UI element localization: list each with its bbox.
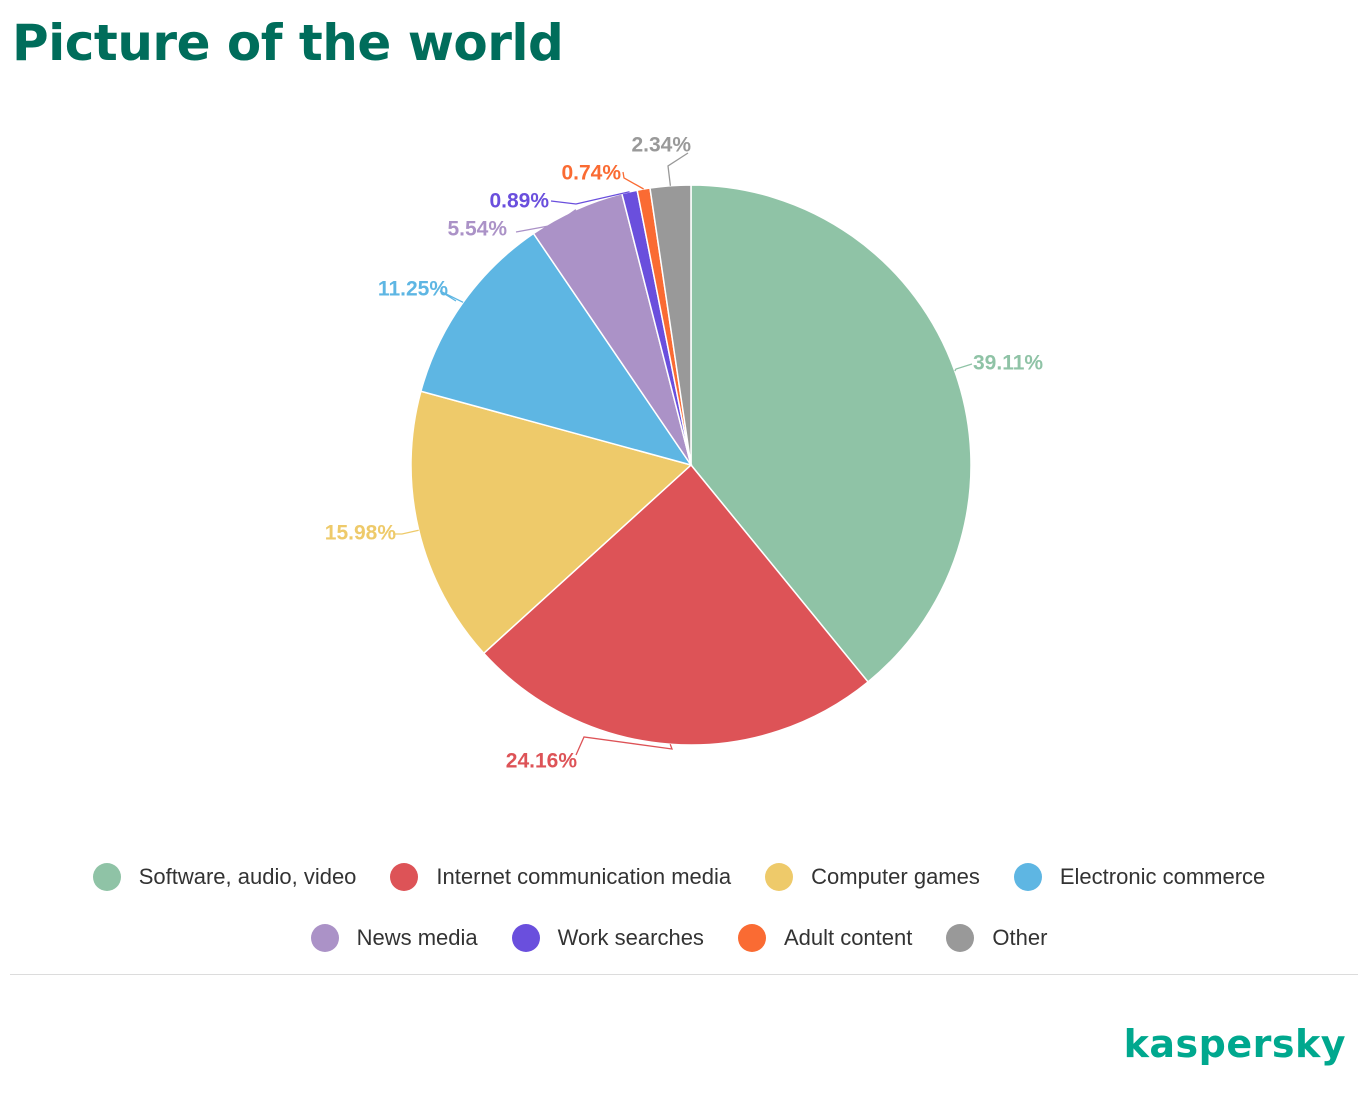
data-label-other: 2.34% [631, 134, 691, 157]
pie-chart: 39.11% 24.16% 15.98% 11.25% 5.54% 0.89% 0.74% 2… [325, 134, 1044, 773]
pie-slice-internet-communication [482, 463, 870, 746]
pie-slice-electronic-commerce [419, 232, 693, 467]
legend-item-adult-content: Adult content [737, 924, 913, 952]
legend-label: News media [356, 925, 478, 950]
data-label-news-media: 5.54% [447, 218, 507, 241]
legend-swatch [765, 863, 794, 891]
leader-line-adult-content [622, 171, 644, 190]
legend-item-work-searches: Work searches [511, 924, 704, 952]
data-label-internet-communication: 24.16% [506, 750, 578, 773]
data-labels: 39.11% 24.16% 15.98% 11.25% 5.54% 0.89% 0.74% 2… [325, 134, 1044, 773]
legend-label: Electronic commerce [1059, 864, 1266, 889]
legend-item-other: Other [946, 924, 1047, 952]
legend-item-software: Software, audio, video [92, 863, 357, 891]
legend-label: Other [992, 925, 1048, 950]
legend-swatch [1013, 863, 1042, 891]
leader-line-software [954, 363, 973, 372]
pie-slices [410, 184, 972, 746]
legend-swatch [511, 924, 540, 952]
legend-row-1: Software, audio, video Internet communic… [0, 852, 1358, 902]
legend-swatch [390, 863, 419, 891]
legend-swatch [946, 924, 975, 952]
legend-swatch [92, 863, 121, 891]
legend-swatch [310, 924, 339, 952]
legend-label: Adult content [783, 925, 913, 950]
leader-line-internet-communication [575, 736, 673, 756]
legend-label: Computer games [811, 864, 980, 889]
data-label-work-searches: 0.89% [489, 190, 549, 213]
legend-item-electronic-commerce: Electronic commerce [1013, 863, 1266, 891]
divider [10, 974, 1358, 975]
legend-label: Work searches [557, 925, 704, 950]
legend-item-computer-games: Computer games [765, 863, 980, 891]
chart-title: Picture of the world [12, 14, 564, 72]
data-label-adult-content: 0.74% [561, 162, 621, 185]
leader-lines [393, 152, 973, 756]
kaspersky-logo: kaspersky [1123, 1022, 1346, 1066]
leader-line-computer-games [393, 529, 419, 535]
data-label-software: 39.11% [973, 352, 1043, 375]
pie-slice-computer-games [410, 390, 693, 655]
legend-swatch [737, 924, 766, 952]
legend-item-internet-communication: Internet communication media [390, 863, 731, 891]
leader-line-work-searches [550, 191, 630, 205]
legend-label: Internet communication media [436, 864, 732, 889]
legend-item-news-media: News media [310, 924, 478, 952]
legend: Software, audio, video Internet communic… [0, 852, 1358, 974]
leader-line-news-media [515, 209, 577, 233]
pie-slice-software [690, 184, 972, 683]
leader-line-other [667, 152, 689, 186]
data-label-electronic-commerce: 11.25% [378, 278, 448, 301]
legend-row-2: News media Work searches Adult content O… [0, 913, 1358, 963]
leader-line-electronic-commerce [439, 290, 464, 303]
legend-label: Software, audio, video [138, 864, 357, 889]
data-label-computer-games: 15.98% [325, 522, 397, 545]
